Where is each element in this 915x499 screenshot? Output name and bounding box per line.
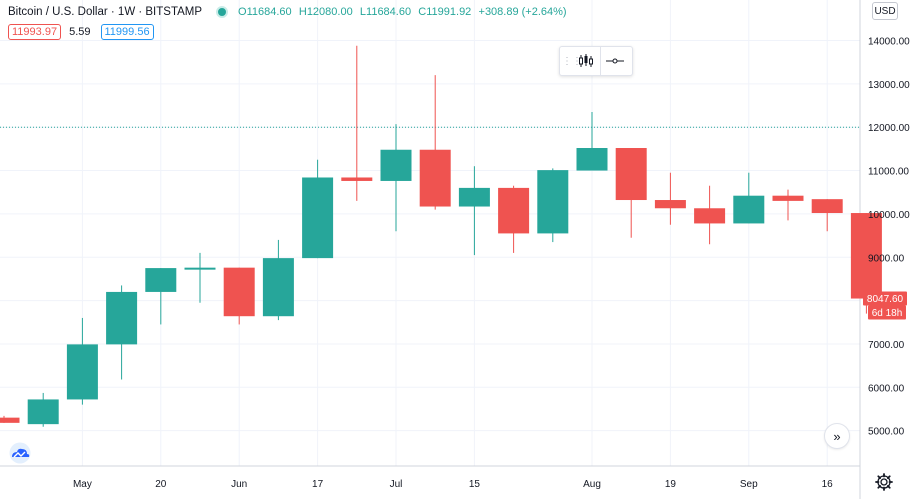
candle-up[interactable] [458,166,490,256]
candle-body [772,195,804,201]
candle-body [341,177,373,181]
x-tick-label: 16 [822,479,834,490]
candle-body [733,195,765,224]
candle-body [811,199,843,214]
candle-up[interactable] [380,124,412,232]
candle-up[interactable] [27,392,59,427]
candle-down[interactable] [811,199,843,232]
buy-price-button[interactable]: 11999.56 [100,24,154,40]
open-value: O11684.60 [238,6,292,18]
countdown-label: 6d 18h [872,308,903,319]
last-price-marker: 8047.60 6d 18h [863,291,907,320]
candle-down[interactable] [772,189,804,221]
candle-down[interactable] [223,267,255,325]
candle-body [145,268,177,292]
x-tick-label: Aug [583,479,601,490]
y-tick-label: 7000.00 [868,340,905,351]
last-price-label: 8047.60 [867,294,904,305]
currency-button[interactable]: USD [872,2,898,20]
candle-up[interactable] [262,239,294,321]
candle-body [302,177,334,259]
x-tick-label: Sep [740,479,758,490]
scroll-to-realtime-icon[interactable]: » [824,423,850,449]
candles [0,45,882,427]
candle-up[interactable] [733,172,765,224]
x-tick-label: May [73,479,92,490]
y-tick-label: 14000.00 [868,37,910,48]
candle-up[interactable] [66,317,98,405]
change-value: +308.89 (+2.64%) [478,6,567,18]
candle-body [615,148,647,201]
y-tick-label: 6000.00 [868,383,905,394]
quote-pills: 11993.97 5.59 11999.56 [8,24,154,40]
low-value: L11684.60 [359,6,412,18]
candle-down[interactable] [850,213,882,314]
ohlc-values: O11684.60 H12080.00 L11684.60 C11991.92 … [238,6,571,18]
floating-toolbar: ⋮⋮ [559,46,633,76]
x-tick-label: 17 [312,479,324,490]
candle-up[interactable] [537,168,569,243]
spread-value: 5.59 [69,26,91,38]
candle-body [654,200,686,209]
symbol-legend: Bitcoin / U.S. Dollar · 1W · BITSTAMP O1… [8,3,571,21]
candle-body [27,399,59,425]
candle-down[interactable] [654,172,686,225]
candle-body [262,258,294,317]
x-tick-label: 15 [469,479,481,490]
chart-grid [0,0,860,466]
candle-up[interactable] [145,268,177,325]
candlestick-icon[interactable] [572,48,600,74]
candle-body [498,187,530,234]
candle-body [537,170,569,234]
candle-body [576,148,608,171]
candle-body [184,267,216,270]
x-tick-label: Jul [390,479,403,490]
candle-body [380,149,412,181]
candle-body [223,267,255,317]
candle-up[interactable] [576,112,608,171]
y-tick-label: 9000.00 [868,253,905,264]
y-tick-label: 12000.00 [868,123,910,134]
candle-body [458,187,490,207]
candle-body [419,149,451,207]
drag-handle-icon[interactable]: ⋮⋮ [562,55,582,67]
gear-icon[interactable] [874,472,894,492]
y-tick-label: 10000.00 [868,210,910,221]
candle-up[interactable] [106,285,138,380]
y-tick-label: 13000.00 [868,80,910,91]
time-axis: May 20 Jun 17 Jul 15 Aug 19 Sep 16 [73,479,833,490]
candle-body [66,344,98,400]
candle-body [0,417,20,423]
candle-up[interactable] [184,252,216,303]
candle-down[interactable] [341,45,373,201]
candle-body [106,291,138,345]
candle-down[interactable] [0,415,20,423]
x-tick-label: 20 [155,479,167,490]
symbol-title[interactable]: Bitcoin / U.S. Dollar · 1W · BITSTAMP [8,6,203,18]
high-value: H12080.00 [298,6,353,18]
close-value: C11991.92 [418,6,472,18]
x-tick-label: Jun [231,479,247,490]
candle-down[interactable] [694,185,726,245]
candle-body [850,213,882,299]
candle-down[interactable] [419,75,451,210]
candle-down[interactable] [498,185,530,253]
sell-price-button[interactable]: 11993.97 [8,24,62,40]
candle-up[interactable] [302,159,334,259]
candle-body [694,208,726,224]
x-tick-label: 19 [665,479,677,490]
live-status-dot-icon [216,6,229,18]
candle-down[interactable] [615,148,647,238]
y-tick-label: 11000.00 [868,167,909,178]
toolbar-divider [600,47,601,75]
y-tick-label: 5000.00 [868,427,905,438]
cloud-logo-icon[interactable] [7,442,33,464]
line-chart-icon[interactable] [601,48,629,74]
